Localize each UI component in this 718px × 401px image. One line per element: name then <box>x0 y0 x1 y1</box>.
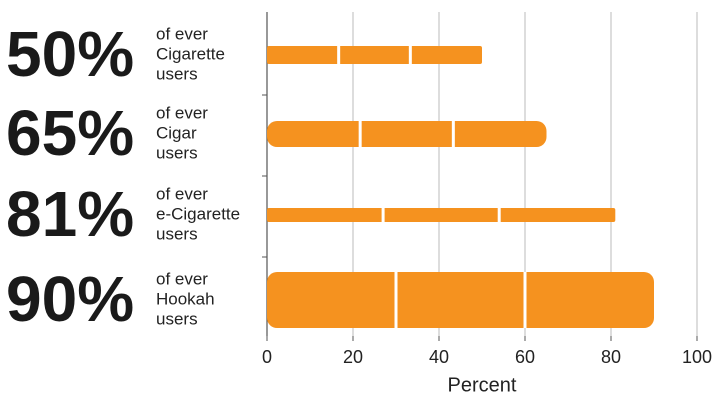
value-label: 81% <box>6 178 134 250</box>
bar <box>267 208 616 222</box>
category-label: Cigar <box>156 123 197 142</box>
value-label: 65% <box>6 97 134 169</box>
label-suffix: users <box>156 143 198 162</box>
bar <box>267 46 482 64</box>
value-label: 50% <box>6 18 134 90</box>
label-prefix: of ever <box>156 103 208 122</box>
x-tick-label: 100 <box>682 347 712 367</box>
category-label: Cigarette <box>156 44 225 63</box>
label-suffix: users <box>156 309 198 328</box>
value-label: 90% <box>6 263 134 335</box>
bar <box>267 272 654 328</box>
label-suffix: users <box>156 64 198 83</box>
x-tick-label: 80 <box>601 347 621 367</box>
x-tick-label: 40 <box>429 347 449 367</box>
x-tick-label: 60 <box>515 347 535 367</box>
label-prefix: of ever <box>156 184 208 203</box>
label-prefix: of ever <box>156 24 208 43</box>
x-tick-label: 0 <box>262 347 272 367</box>
bar <box>267 121 547 147</box>
label-prefix: of ever <box>156 269 208 288</box>
category-label: e-Cigarette <box>156 204 240 223</box>
x-axis-label: Percent <box>448 374 517 396</box>
x-tick-label: 20 <box>343 347 363 367</box>
label-suffix: users <box>156 224 198 243</box>
category-label: Hookah <box>156 289 215 308</box>
